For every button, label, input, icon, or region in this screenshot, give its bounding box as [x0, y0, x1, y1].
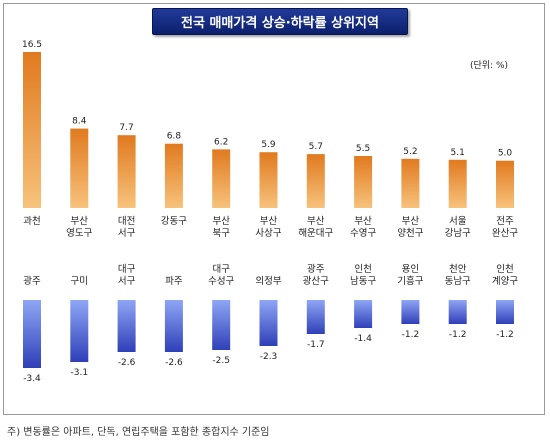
- rise-bar: [70, 128, 89, 208]
- rise-value-label: 5.1: [451, 148, 465, 158]
- fall-bar: [70, 300, 89, 362]
- rise-category-label: 부산: [402, 216, 420, 227]
- rise-value-label: 5.5: [356, 144, 370, 154]
- fall-category-label: 구미: [71, 276, 88, 287]
- fall-bar: [212, 300, 231, 350]
- fall-category-label: 동남구: [445, 276, 471, 287]
- fall-category-label: 대구: [118, 264, 136, 275]
- fall-category-label: 천안: [449, 264, 467, 275]
- fall-series: -3.4광주-3.1구미-2.6대구서구-2.6파주-2.5대구수성구-2.3의…: [23, 263, 518, 384]
- rise-category-label: 영도구: [66, 228, 92, 239]
- fall-value-label: -2.6: [118, 358, 136, 368]
- fall-category-label: 서구: [118, 276, 136, 287]
- fall-category-label: 계양구: [492, 275, 518, 287]
- fall-category-label: 광산구: [303, 275, 329, 287]
- fall-value-label: -3.4: [23, 374, 41, 384]
- fall-value-label: -2.6: [165, 358, 183, 368]
- fall-value-label: -3.1: [71, 368, 89, 378]
- fall-value-label: -1.2: [402, 330, 420, 340]
- fall-bar: [23, 300, 41, 368]
- rise-value-label: 5.9: [261, 140, 276, 150]
- rise-value-label: 7.7: [119, 123, 133, 133]
- rise-category-label: 부산: [212, 216, 230, 227]
- rise-value-label: 5.0: [498, 149, 513, 159]
- rise-value-label: 5.2: [403, 147, 417, 157]
- rise-category-label: 대전: [118, 216, 135, 227]
- rise-category-label: 과천: [23, 216, 40, 227]
- fall-category-label: 수성구: [208, 276, 234, 287]
- fall-value-label: -1.4: [354, 334, 372, 344]
- rise-value-label: 6.2: [214, 137, 228, 147]
- rise-category-label: 해운대구: [298, 227, 333, 239]
- rise-bar: [23, 52, 41, 208]
- rise-category-label: 부산: [260, 216, 278, 227]
- fall-bar: [354, 300, 373, 328]
- rise-value-label: 6.8: [167, 132, 182, 142]
- rise-category-label: 완산구: [492, 228, 518, 239]
- fall-category-label: 의정부: [255, 276, 281, 287]
- rise-bar: [259, 152, 278, 208]
- chart-frame: [3, 3, 545, 415]
- rise-bar: [306, 154, 325, 208]
- rise-bar: [401, 158, 420, 208]
- fall-category-label: 파주: [165, 276, 183, 287]
- rise-bar: [212, 149, 231, 208]
- rise-value-label: 8.4: [72, 117, 87, 127]
- fall-category-label: 대구: [212, 264, 230, 275]
- rise-category-label: 강남구: [445, 228, 471, 239]
- fall-value-label: -2.3: [260, 352, 278, 362]
- fall-category-label: 인천: [354, 264, 371, 275]
- rise-category-label: 수영구: [350, 228, 376, 239]
- fall-bar: [117, 300, 136, 352]
- rise-category-label: 사상구: [255, 228, 281, 239]
- rise-bar: [448, 159, 467, 208]
- fall-category-label: 기흥구: [397, 275, 423, 287]
- fall-bar: [306, 300, 325, 334]
- fall-category-label: 광주: [23, 275, 41, 287]
- fall-category-label: 용인: [402, 264, 419, 275]
- rise-bar: [164, 143, 183, 208]
- rise-category-label: 부산: [71, 216, 89, 227]
- rise-category-label: 서구: [118, 228, 136, 239]
- rise-category-label: 강동구: [161, 216, 187, 227]
- rise-category-label: 전주: [496, 216, 514, 227]
- rise-category-label: 부산: [354, 216, 372, 227]
- rise-category-label: 북구: [212, 228, 230, 239]
- fall-bar: [401, 300, 420, 324]
- fall-value-label: -2.5: [212, 356, 230, 366]
- rise-series: 16.5과천8.4부산영도구7.7대전서구6.8강동구6.2부산북구5.9부산사…: [22, 40, 518, 239]
- fall-value-label: -1.2: [496, 330, 514, 340]
- fall-value-label: -1.7: [307, 340, 325, 350]
- rise-value-label: 5.7: [309, 142, 323, 152]
- rise-bar: [117, 135, 136, 208]
- fall-category-label: 인천: [496, 264, 513, 275]
- rise-bar: [496, 160, 514, 208]
- rise-category-label: 양천구: [397, 228, 423, 239]
- rise-category-label: 부산: [307, 216, 325, 227]
- fall-bar: [496, 300, 514, 324]
- fall-bar: [448, 300, 467, 324]
- rise-category-label: 서울: [449, 216, 467, 227]
- unit-label: (단위: %): [470, 61, 509, 71]
- footnote: 주) 변동률은 아파트, 단독, 연립주택을 포함한 종합지수 기준임: [7, 427, 270, 438]
- fall-bar: [164, 300, 183, 352]
- rise-value-label: 16.5: [22, 40, 42, 50]
- fall-bar: [259, 300, 278, 346]
- chart-title: 전국 매매가격 상승·하락률 상위지역: [152, 8, 408, 35]
- fall-value-label: -1.2: [449, 330, 467, 340]
- fall-category-label: 남동구: [350, 276, 376, 287]
- rise-bar: [354, 156, 373, 208]
- fall-category-label: 광주: [307, 263, 325, 275]
